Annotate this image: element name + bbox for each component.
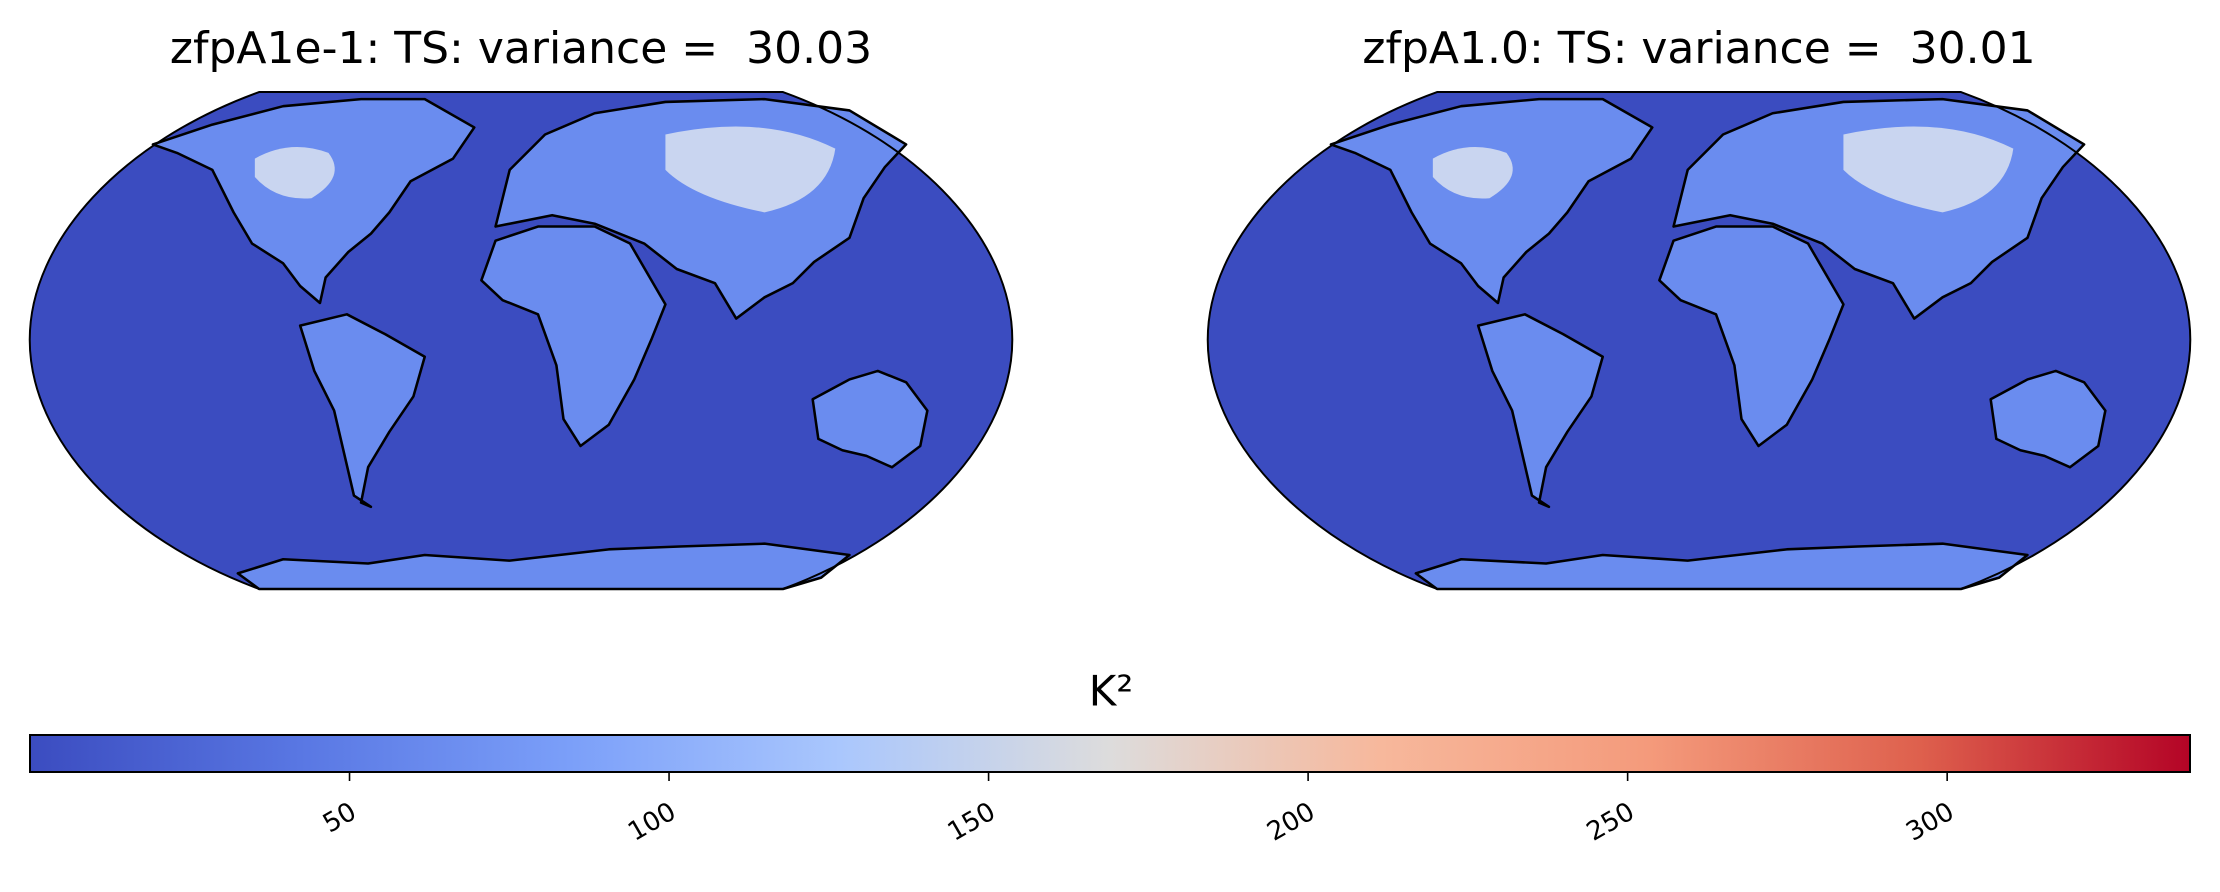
tick-label: 200 [1262, 797, 1320, 848]
tick-label: 300 [1901, 797, 1959, 848]
tick-label: 150 [943, 797, 1001, 848]
map-panel [28, 91, 1014, 590]
map-panel [1206, 91, 2192, 590]
panel-title: zfpA1.0: TS: variance = 30.01 [1362, 23, 2035, 74]
tick-label: 100 [623, 797, 681, 848]
panel-title: zfpA1e-1: TS: variance = 30.03 [170, 23, 872, 74]
colorbar [29, 734, 2191, 773]
colorbar-label: K² [1089, 667, 1133, 716]
tick-label: 50 [318, 797, 362, 840]
tick-label: 250 [1582, 797, 1640, 848]
